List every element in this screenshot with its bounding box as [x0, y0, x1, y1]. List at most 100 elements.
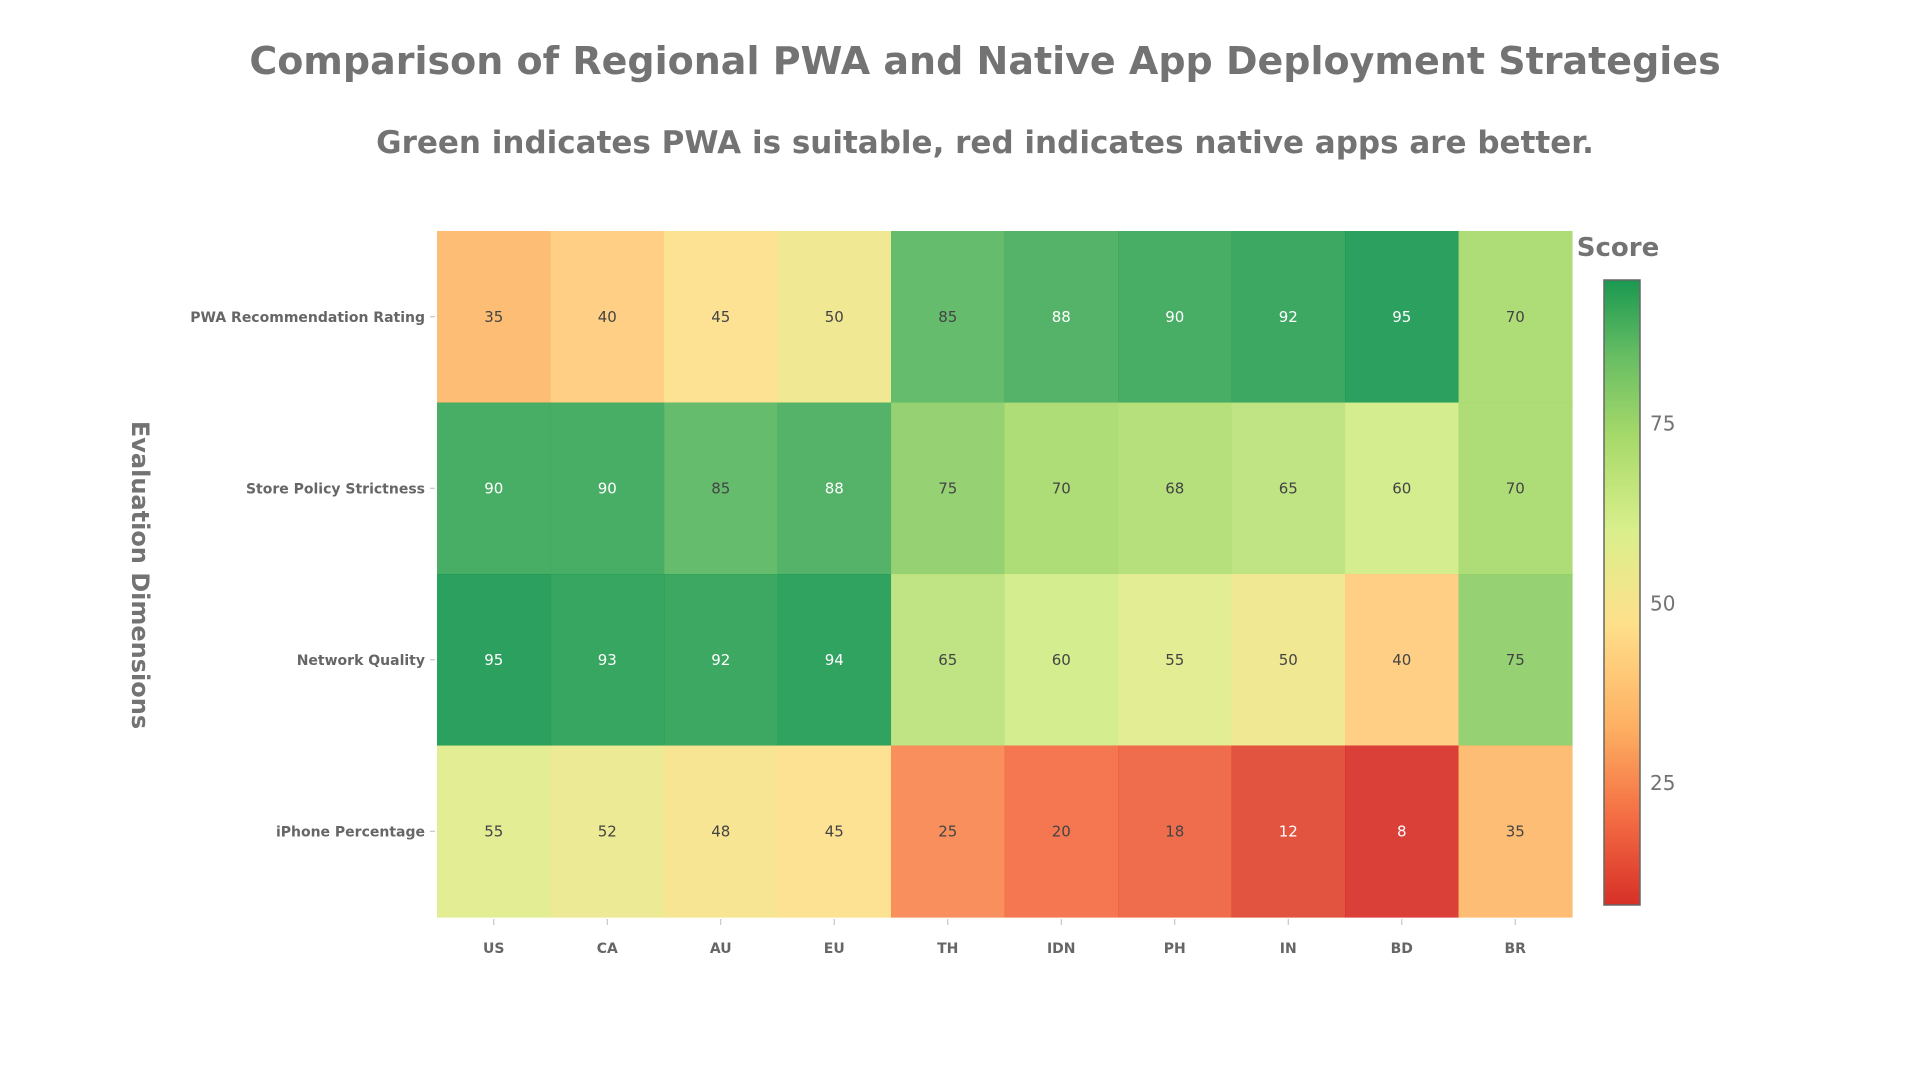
heatmap-cell [1458, 574, 1573, 747]
cell-value-label: 90 [1165, 308, 1184, 326]
cell-value-label: 93 [598, 651, 617, 669]
heatmap-cell [1118, 574, 1233, 747]
cell-value-label: 90 [484, 479, 503, 497]
heatmap-cell [550, 231, 665, 404]
cell-value-label: 85 [938, 308, 957, 326]
heatmap-cell [664, 231, 779, 404]
heatmap-cell [777, 231, 892, 404]
heatmap-cell [1118, 402, 1233, 575]
cell-value-label: 50 [825, 308, 844, 326]
cell-value-label: 95 [1392, 308, 1411, 326]
y-tick-label: Store Policy Strictness [246, 481, 425, 497]
colorbar-ticks: 25 50 75 [1650, 412, 1675, 795]
cell-value-label: 85 [711, 479, 730, 497]
cell-value-label: 70 [1506, 308, 1525, 326]
x-tick-label: US [483, 941, 504, 957]
cell-value-label: 68 [1165, 479, 1184, 497]
cell-value-label: 95 [484, 651, 503, 669]
cell-value-label: 88 [825, 479, 844, 497]
x-tick-label: IN [1280, 941, 1297, 957]
cell-value-label: 60 [1392, 479, 1411, 497]
cell-value-label: 45 [711, 308, 730, 326]
heatmap-cell [664, 574, 779, 747]
heatmap-cell [1458, 745, 1573, 918]
colorbar-tick-label: 50 [1650, 591, 1675, 615]
cell-value-label: 25 [938, 822, 957, 840]
cell-value-label: 12 [1279, 822, 1298, 840]
x-tick-label: AU [710, 941, 732, 957]
heatmap-cell [1004, 574, 1119, 747]
heatmap-cell [777, 402, 892, 575]
heatmap-cell [664, 745, 779, 918]
cell-value-label: 75 [938, 479, 957, 497]
y-tick-label: Network Quality [297, 653, 425, 669]
cell-value-label: 35 [1506, 822, 1525, 840]
heatmap-cell [891, 574, 1006, 747]
heatmap-cell [1345, 574, 1460, 747]
colorbar-title: Score [1577, 233, 1659, 263]
heatmap-cell [1004, 745, 1119, 918]
cell-value-label: 20 [1052, 822, 1071, 840]
cell-value-label: 60 [1052, 651, 1071, 669]
cell-value-label: 92 [711, 651, 730, 669]
heatmap-cell [1345, 231, 1460, 404]
chart-subtitle: Green indicates PWA is suitable, red ind… [376, 125, 1594, 161]
heatmap-cell [1231, 231, 1346, 404]
heatmap-cell [891, 231, 1006, 404]
heatmap-cell [437, 574, 552, 747]
cell-value-label: 55 [1165, 651, 1184, 669]
cell-value-label: 90 [598, 479, 617, 497]
cell-value-label: 45 [825, 822, 844, 840]
cell-value-label: 70 [1052, 479, 1071, 497]
y-axis-title: Evaluation Dimensions [126, 421, 154, 729]
colorbar-tick-label: 25 [1650, 771, 1675, 795]
x-tick-label: CA [597, 941, 618, 957]
heatmap-cell [1458, 231, 1573, 404]
x-tick-label: IDN [1047, 941, 1076, 957]
heatmap-cell [1004, 402, 1119, 575]
x-tick-label: BD [1391, 941, 1413, 957]
cell-value-label: 75 [1506, 651, 1525, 669]
chart-title: Comparison of Regional PWA and Native Ap… [249, 39, 1720, 83]
cell-value-label: 52 [598, 822, 617, 840]
heatmap-cell [1231, 574, 1346, 747]
cell-value-label: 92 [1279, 308, 1298, 326]
heatmap-cell [1458, 402, 1573, 575]
x-tick-label: TH [937, 941, 958, 957]
x-tick-label: BR [1505, 941, 1527, 957]
cell-value-label: 88 [1052, 308, 1071, 326]
x-axis-labels: US CA AU EU TH IDN PH IN BD BR [483, 919, 1526, 957]
heatmap-cell [1118, 745, 1233, 918]
heatmap-cell [777, 574, 892, 747]
heatmap-cell [550, 402, 665, 575]
cell-value-label: 40 [598, 308, 617, 326]
cell-value-label: 70 [1506, 479, 1525, 497]
heatmap-cell [664, 402, 779, 575]
y-axis-labels: PWA Recommendation Rating Store Policy St… [190, 310, 435, 840]
heatmap-cell [1231, 402, 1346, 575]
heatmap-cell [1231, 745, 1346, 918]
heatmap-cell [437, 745, 552, 918]
heatmap-cell [550, 574, 665, 747]
cell-value-label: 94 [825, 651, 844, 669]
cell-value-label: 35 [484, 308, 503, 326]
colorbar-tick-label: 75 [1650, 412, 1675, 436]
cell-value-label: 18 [1165, 822, 1184, 840]
x-tick-label: PH [1164, 941, 1186, 957]
cell-value-label: 65 [1279, 479, 1298, 497]
y-tick-label: iPhone Percentage [276, 824, 425, 840]
heatmap-cell [1345, 402, 1460, 575]
y-tick-label: PWA Recommendation Rating [190, 310, 425, 326]
cell-value-label: 65 [938, 651, 957, 669]
heatmap-cell [891, 745, 1006, 918]
cell-value-label: 40 [1392, 651, 1411, 669]
heatmap-cell [550, 745, 665, 918]
colorbar [1603, 279, 1641, 906]
heatmap-cell [777, 745, 892, 918]
x-tick-label: EU [824, 941, 845, 957]
cell-value-label: 48 [711, 822, 730, 840]
cell-value-label: 55 [484, 822, 503, 840]
heatmap-cell [891, 402, 1006, 575]
heatmap-cell [1118, 231, 1233, 404]
